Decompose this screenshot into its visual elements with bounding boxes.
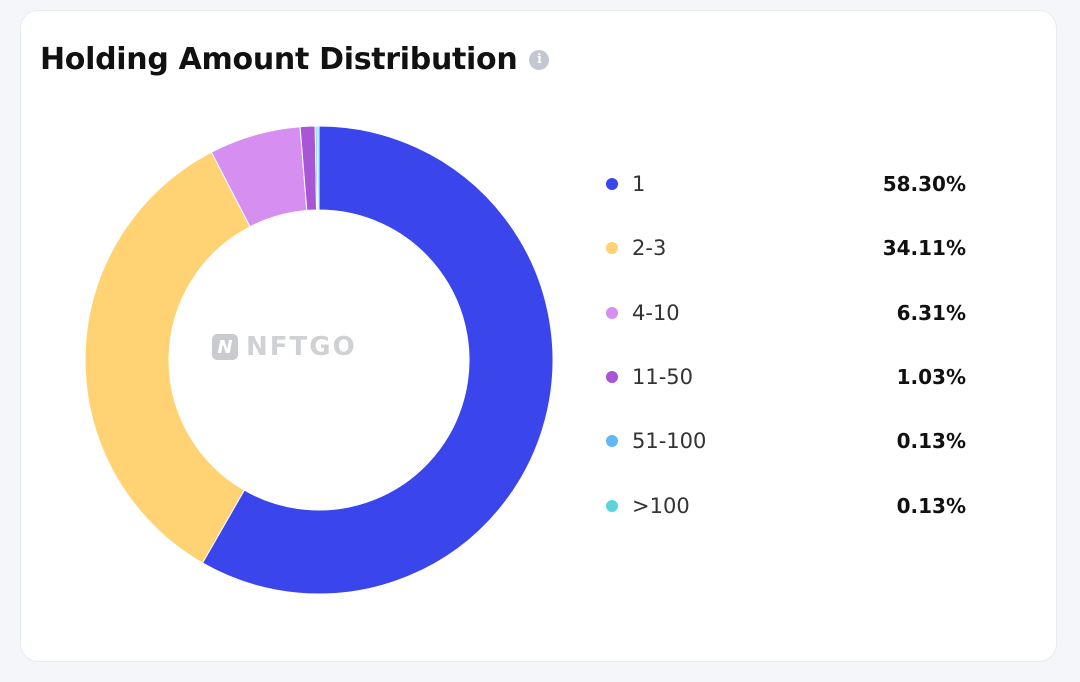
legend-dot-icon	[606, 306, 618, 319]
legend-dot-icon	[606, 370, 618, 383]
legend-value: 58.30%	[882, 172, 966, 196]
legend-value: 0.13%	[896, 429, 966, 454]
legend-dot-icon	[606, 178, 618, 190]
legend-value: 34.11%	[882, 236, 966, 261]
legend-dot-icon	[606, 499, 618, 512]
legend-dot-icon	[606, 242, 618, 255]
legend-label: 1	[632, 172, 646, 196]
legend-label: 51-100	[632, 429, 707, 454]
legend-label: >100	[632, 493, 690, 518]
legend-dot-icon	[606, 435, 618, 448]
info-icon[interactable]: i	[529, 49, 550, 70]
legend-item[interactable]: 1 58.30%	[604, 166, 966, 202]
title-row: Holding Amount Distribution i	[40, 42, 550, 77]
legend-label: 4-10	[632, 300, 680, 325]
legend-item[interactable]: 11-50 1.03%	[604, 359, 966, 395]
donut-slice-2-3[interactable]	[84, 151, 251, 564]
donut-slices	[84, 125, 554, 595]
donut-slice-1[interactable]	[201, 125, 554, 595]
legend-value: 1.03%	[896, 364, 966, 389]
legend-value: 0.13%	[896, 493, 966, 518]
watermark-text: NFTGO	[246, 332, 357, 362]
legend-value: 6.31%	[896, 300, 966, 325]
donut-slice-100[interactable]	[316, 125, 320, 211]
legend-item[interactable]: >100 0.13%	[604, 488, 966, 524]
legend-label: 2-3	[632, 236, 667, 261]
chart-title: Holding Amount Distribution	[40, 42, 518, 77]
legend-label: 11-50	[632, 364, 694, 389]
legend-item[interactable]: 2-3 34.11%	[604, 230, 966, 266]
watermark: N NFTGO	[212, 332, 357, 362]
legend-item[interactable]: 51-100 0.13%	[604, 423, 966, 459]
nftgo-logo-icon: N	[212, 334, 238, 360]
legend-item[interactable]: 4-10 6.31%	[604, 295, 966, 331]
